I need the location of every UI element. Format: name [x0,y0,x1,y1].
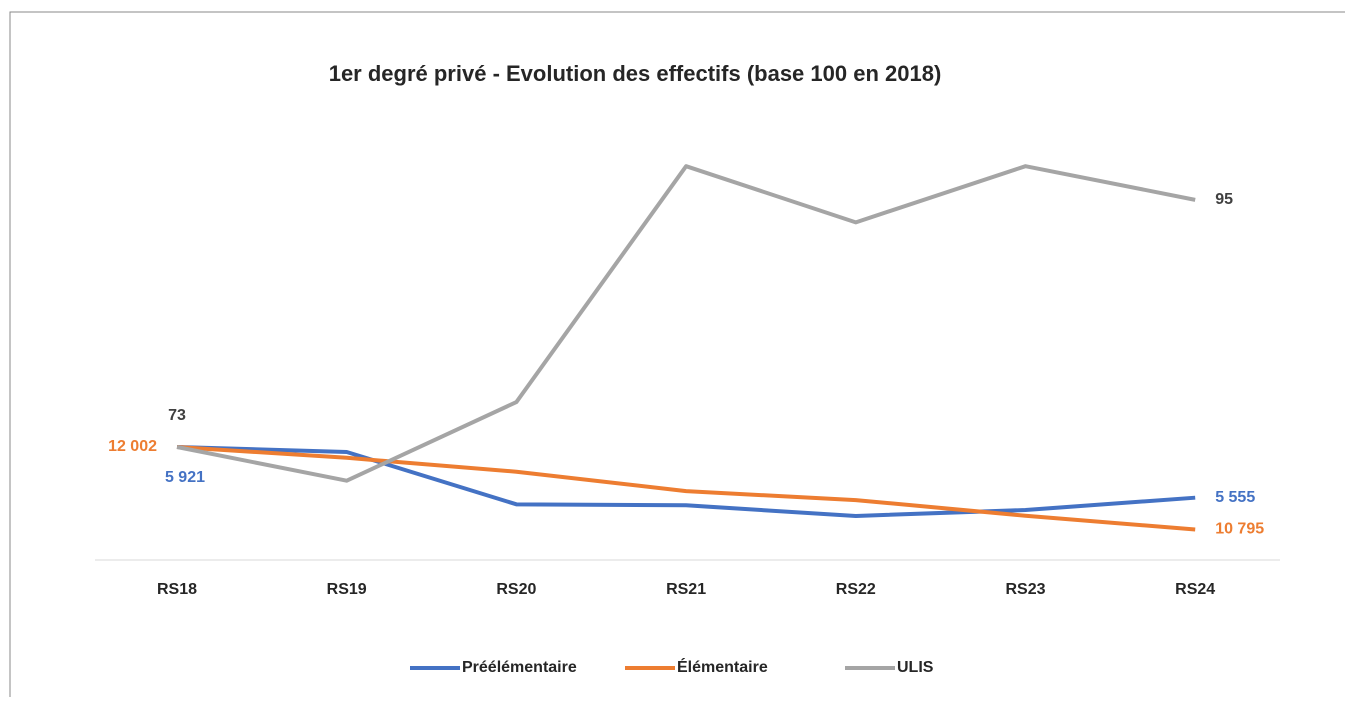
series-line [176,164,1196,483]
data-label: 10 795 [1215,521,1264,538]
legend-label: Préélémentaire [462,659,577,676]
x-tick-label: RS22 [836,581,876,598]
legend-label: Élémentaire [677,657,768,676]
series-line [176,445,1196,518]
x-tick-label: RS24 [1175,581,1215,598]
legend-label: ULIS [897,659,934,676]
x-tick-label: RS18 [157,581,197,598]
data-label: 95 [1215,191,1233,208]
series-line [176,445,1196,532]
x-tick-label: RS20 [496,581,536,598]
x-tick-label: RS21 [666,581,706,598]
x-tick-label: RS19 [327,581,367,598]
data-label: 12 002 [108,438,157,455]
chart-border [9,11,1345,702]
chart-title: 1er degré privé - Evolution des effectif… [329,61,942,86]
x-tick-label: RS23 [1005,581,1045,598]
data-label: 5 921 [165,469,205,486]
data-label: 73 [168,407,186,424]
data-label: 5 555 [1215,489,1255,506]
